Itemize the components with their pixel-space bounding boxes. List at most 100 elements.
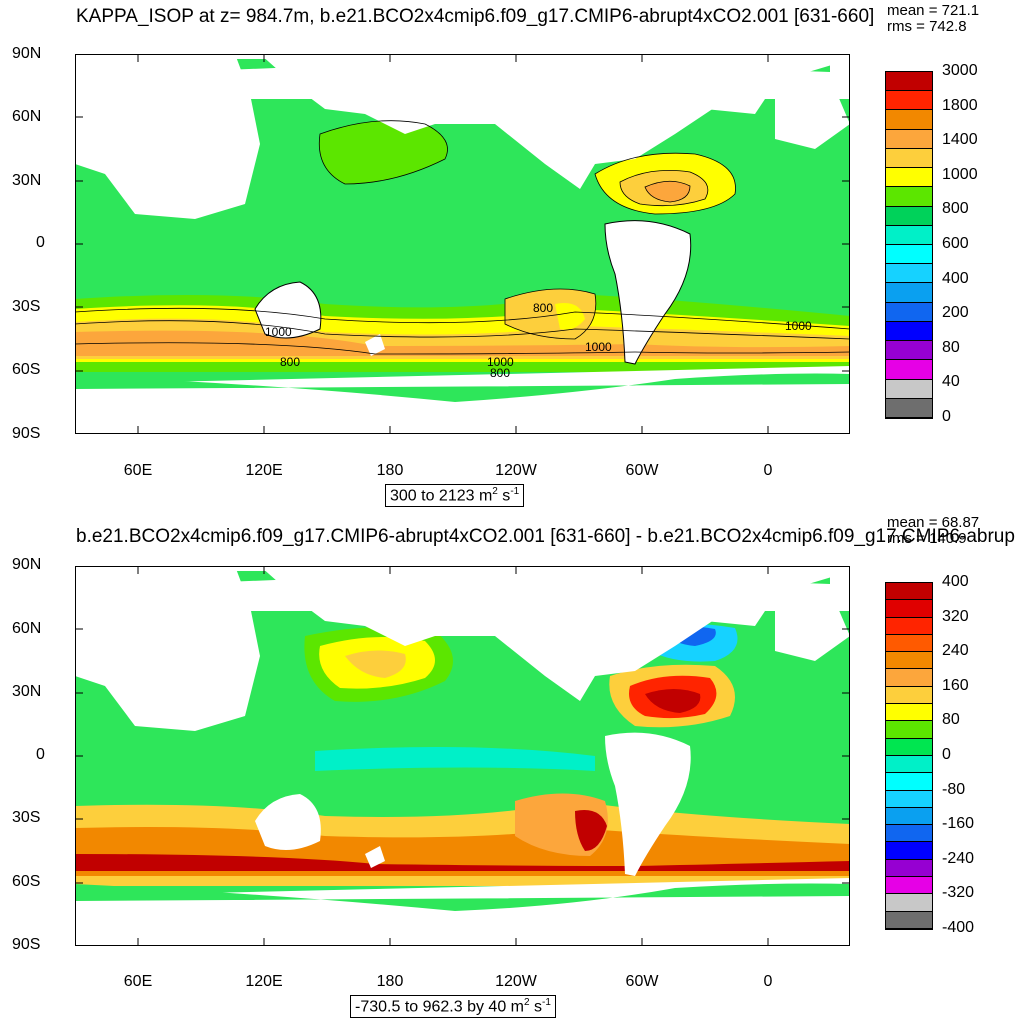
colorbar-label: 1000 bbox=[942, 165, 978, 183]
contour-label: 800 bbox=[533, 301, 553, 315]
lat-label: 90N bbox=[12, 556, 42, 573]
colorbar-swatch bbox=[886, 911, 932, 929]
bottom-map-panel: b.e21.BCO2x4cmip6.f09_g17.CMIP6-abrupt4x… bbox=[0, 512, 1024, 1024]
bottom-colorbar bbox=[885, 582, 933, 930]
colorbar-swatch bbox=[886, 264, 932, 284]
colorbar-swatch bbox=[886, 72, 932, 92]
colorbar-label: 400 bbox=[942, 573, 969, 590]
colorbar-label: 0 bbox=[942, 408, 951, 425]
colorbar-swatch bbox=[886, 148, 932, 169]
contour-label: 1000 bbox=[585, 340, 612, 354]
contour-label: 800 bbox=[280, 355, 300, 369]
colorbar-swatch bbox=[886, 206, 932, 226]
colorbar-swatch bbox=[886, 244, 932, 265]
lat-label: 30S bbox=[12, 809, 41, 826]
top-range-box: 300 to 2123 m2 s-1 bbox=[385, 484, 525, 508]
lat-label: 60N bbox=[12, 108, 42, 125]
top-mean-label: mean = 721.1 bbox=[887, 2, 980, 19]
colorbar-label: 3000 bbox=[942, 62, 978, 79]
lon-label: 120W bbox=[495, 462, 537, 479]
lat-label: 0 bbox=[36, 746, 45, 763]
colorbar-swatch bbox=[886, 617, 932, 635]
lon-label: 60E bbox=[123, 462, 153, 479]
range-sup: -1 bbox=[542, 997, 551, 1008]
contour-label: 1000 bbox=[265, 325, 292, 339]
lat-label: 0 bbox=[36, 234, 45, 251]
colorbar-swatch bbox=[886, 634, 932, 653]
colorbar-label: 80 bbox=[942, 711, 960, 729]
colorbar-swatch bbox=[886, 302, 932, 322]
lon-label: 60E bbox=[123, 973, 153, 990]
colorbar-swatch bbox=[886, 894, 932, 912]
colorbar-swatch bbox=[886, 91, 932, 111]
lon-label: 180 bbox=[376, 462, 404, 479]
lat-label: 60N bbox=[12, 620, 42, 637]
colorbar-swatch bbox=[886, 283, 932, 303]
colorbar-swatch bbox=[886, 321, 932, 342]
lon-label: 0 bbox=[763, 462, 773, 479]
colorbar-label: -400 bbox=[942, 919, 975, 936]
lon-label: 120E bbox=[245, 973, 283, 990]
lon-label: 120W bbox=[495, 973, 537, 990]
lon-label: 0 bbox=[763, 973, 773, 990]
range-text: -730.5 to 962.3 by 40 m bbox=[355, 998, 524, 1016]
lon-label: 120E bbox=[245, 462, 283, 479]
colorbar-swatch bbox=[886, 600, 932, 618]
bottom-plot-title: b.e21.BCO2x4cmip6.f09_g17.CMIP6-abrupt4x… bbox=[76, 526, 1015, 547]
range-sup: 2 bbox=[492, 486, 498, 497]
colorbar-label: 80 bbox=[942, 338, 960, 356]
lat-label: 90S bbox=[12, 425, 41, 442]
colorbar-swatch bbox=[886, 825, 932, 843]
lon-label: 60W bbox=[625, 973, 659, 990]
colorbar-swatch bbox=[886, 704, 932, 722]
range-text: s bbox=[529, 998, 543, 1016]
colorbar-label: 40 bbox=[942, 373, 960, 391]
colorbar-label: 400 bbox=[942, 269, 969, 287]
colorbar-swatch bbox=[886, 738, 932, 756]
bottom-mean-label: mean = 68.87 bbox=[887, 514, 980, 531]
top-map-panel: KAPPA_ISOP at z= 984.7m, b.e21.BCO2x4cmi… bbox=[12, 2, 980, 508]
colorbar-label: 240 bbox=[942, 642, 969, 660]
colorbar-swatch bbox=[886, 379, 932, 399]
contour-label: 1000 bbox=[487, 355, 514, 369]
range-text: s bbox=[497, 487, 511, 505]
lat-label: 60S bbox=[12, 873, 41, 890]
colorbar-swatch bbox=[886, 859, 932, 878]
colorbar-swatch bbox=[886, 341, 932, 361]
colorbar-label: -80 bbox=[942, 780, 966, 798]
colorbar-swatch bbox=[886, 110, 932, 130]
lat-label: 90S bbox=[12, 936, 41, 953]
range-sup: -1 bbox=[510, 486, 520, 497]
lat-label: 60S bbox=[12, 361, 41, 378]
contour-label: 800 bbox=[490, 366, 510, 380]
contour-label: 1000 bbox=[785, 319, 812, 333]
colorbar-swatch bbox=[886, 790, 932, 808]
bottom-range-box: -730.5 to 962.3 by 40 m2 s-1 bbox=[350, 995, 556, 1019]
colorbar-label: -320 bbox=[942, 884, 975, 902]
bottom-map bbox=[75, 566, 850, 946]
colorbar-swatch bbox=[886, 686, 932, 705]
colorbar-label: -240 bbox=[942, 849, 975, 867]
colorbar-label: 800 bbox=[942, 200, 969, 218]
lon-label: 60W bbox=[625, 462, 659, 479]
colorbar-swatch bbox=[886, 773, 932, 791]
colorbar-swatch bbox=[886, 583, 932, 601]
colorbar-swatch bbox=[886, 755, 932, 774]
colorbar-label: 320 bbox=[942, 607, 969, 625]
range-sup: 2 bbox=[524, 997, 530, 1008]
colorbar-label: -160 bbox=[942, 815, 975, 833]
colorbar-swatch bbox=[886, 877, 932, 895]
colorbar-swatch bbox=[886, 360, 932, 380]
colorbar-swatch bbox=[886, 842, 932, 860]
lat-label: 30N bbox=[12, 172, 42, 189]
colorbar-swatch bbox=[886, 652, 932, 670]
colorbar-swatch bbox=[886, 807, 932, 826]
lat-label: 90N bbox=[12, 45, 42, 62]
lat-label: 30N bbox=[12, 683, 42, 700]
colorbar-swatch bbox=[886, 398, 932, 418]
colorbar-swatch bbox=[886, 721, 932, 739]
bottom-rms-label: rms = 140.9 bbox=[887, 530, 967, 547]
lon-label: 180 bbox=[376, 973, 404, 990]
colorbar-label: 200 bbox=[942, 304, 969, 322]
top-colorbar bbox=[885, 71, 933, 419]
